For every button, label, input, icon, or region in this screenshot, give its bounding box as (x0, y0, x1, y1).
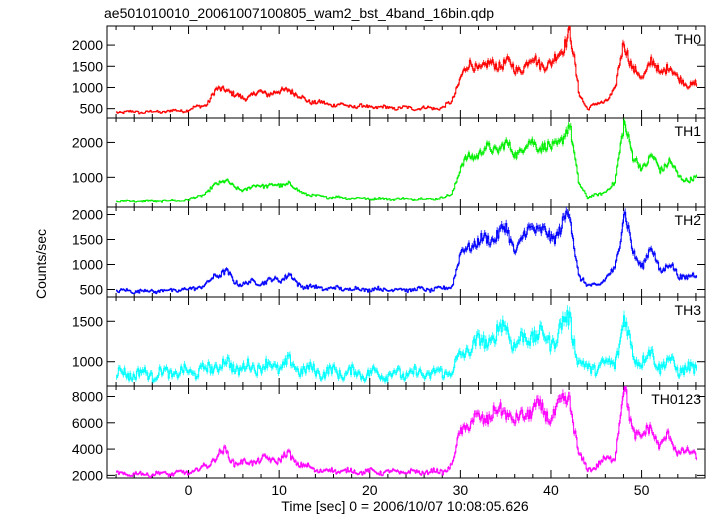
y-tick-label: 1000 (72, 257, 103, 273)
panel-frame (106, 117, 706, 208)
series-line (116, 310, 698, 382)
x-tick-label: 20 (362, 482, 378, 498)
panel-th3: 1000 1500 TH3 (72, 296, 706, 387)
series-th1 (116, 118, 698, 203)
y-tick-label: 500 (80, 101, 104, 117)
error-bars (116, 207, 697, 295)
chart-title: ae501010010_20061007100805_wam2_bst_4ban… (104, 5, 494, 21)
y-tick-label: 1000 (72, 79, 103, 95)
y-tick-label: 1500 (72, 232, 103, 248)
x-tick-label: 30 (453, 482, 469, 498)
series-line (116, 120, 698, 203)
panel-label: TH2 (675, 212, 702, 228)
series-line (116, 210, 698, 294)
x-tick-label: 10 (271, 482, 287, 498)
series-th3 (116, 305, 698, 384)
error-bars (116, 305, 697, 384)
y-tick-label: 4000 (72, 441, 103, 457)
y-tick-label: 2000 (72, 134, 103, 150)
series-th2 (116, 207, 698, 295)
panel-frame (106, 25, 706, 119)
series-line (116, 386, 698, 478)
y-tick-label: 2000 (72, 467, 103, 483)
y-tick-label: 6000 (72, 415, 103, 431)
y-tick-label: 1500 (72, 313, 103, 329)
x-tick-label: 40 (543, 482, 559, 498)
panel-frame (106, 385, 706, 479)
y-tick-label: 2000 (72, 37, 103, 53)
y-tick-label: 1000 (72, 169, 103, 185)
x-tick-label: 0 (185, 482, 193, 498)
panel-th2: 500 1000 1500 2000 TH2 (72, 206, 706, 298)
y-tick-label: 8000 (72, 389, 103, 405)
panel-label: TH3 (675, 302, 702, 318)
y-axis-label: Counts/sec (33, 229, 49, 299)
series-th0 (116, 26, 698, 115)
error-bars (116, 26, 697, 115)
series-line (116, 26, 698, 115)
panel-th0123: 2000 4000 6000 8000 TH0123 (72, 385, 706, 483)
y-tick-label: 1000 (72, 354, 103, 370)
x-axis-label: Time [sec] 0 = 2006/10/07 10:08:05.626 (281, 498, 529, 514)
panel-label: TH0 (675, 31, 702, 47)
panel-frame (106, 206, 706, 298)
panel-th1: 1000 2000 TH1 (72, 117, 706, 208)
y-tick-label: 1500 (72, 58, 103, 74)
y-tick-label: 2000 (72, 207, 103, 223)
panel-label: TH1 (675, 123, 702, 139)
y-tick-label: 500 (80, 282, 104, 298)
error-bars (116, 118, 697, 203)
panel-label: TH0123 (651, 391, 701, 407)
series-th0123 (116, 386, 698, 478)
panel-th0: 500 1000 1500 2000 TH0 (72, 25, 706, 119)
x-tick-label: 50 (634, 482, 650, 498)
